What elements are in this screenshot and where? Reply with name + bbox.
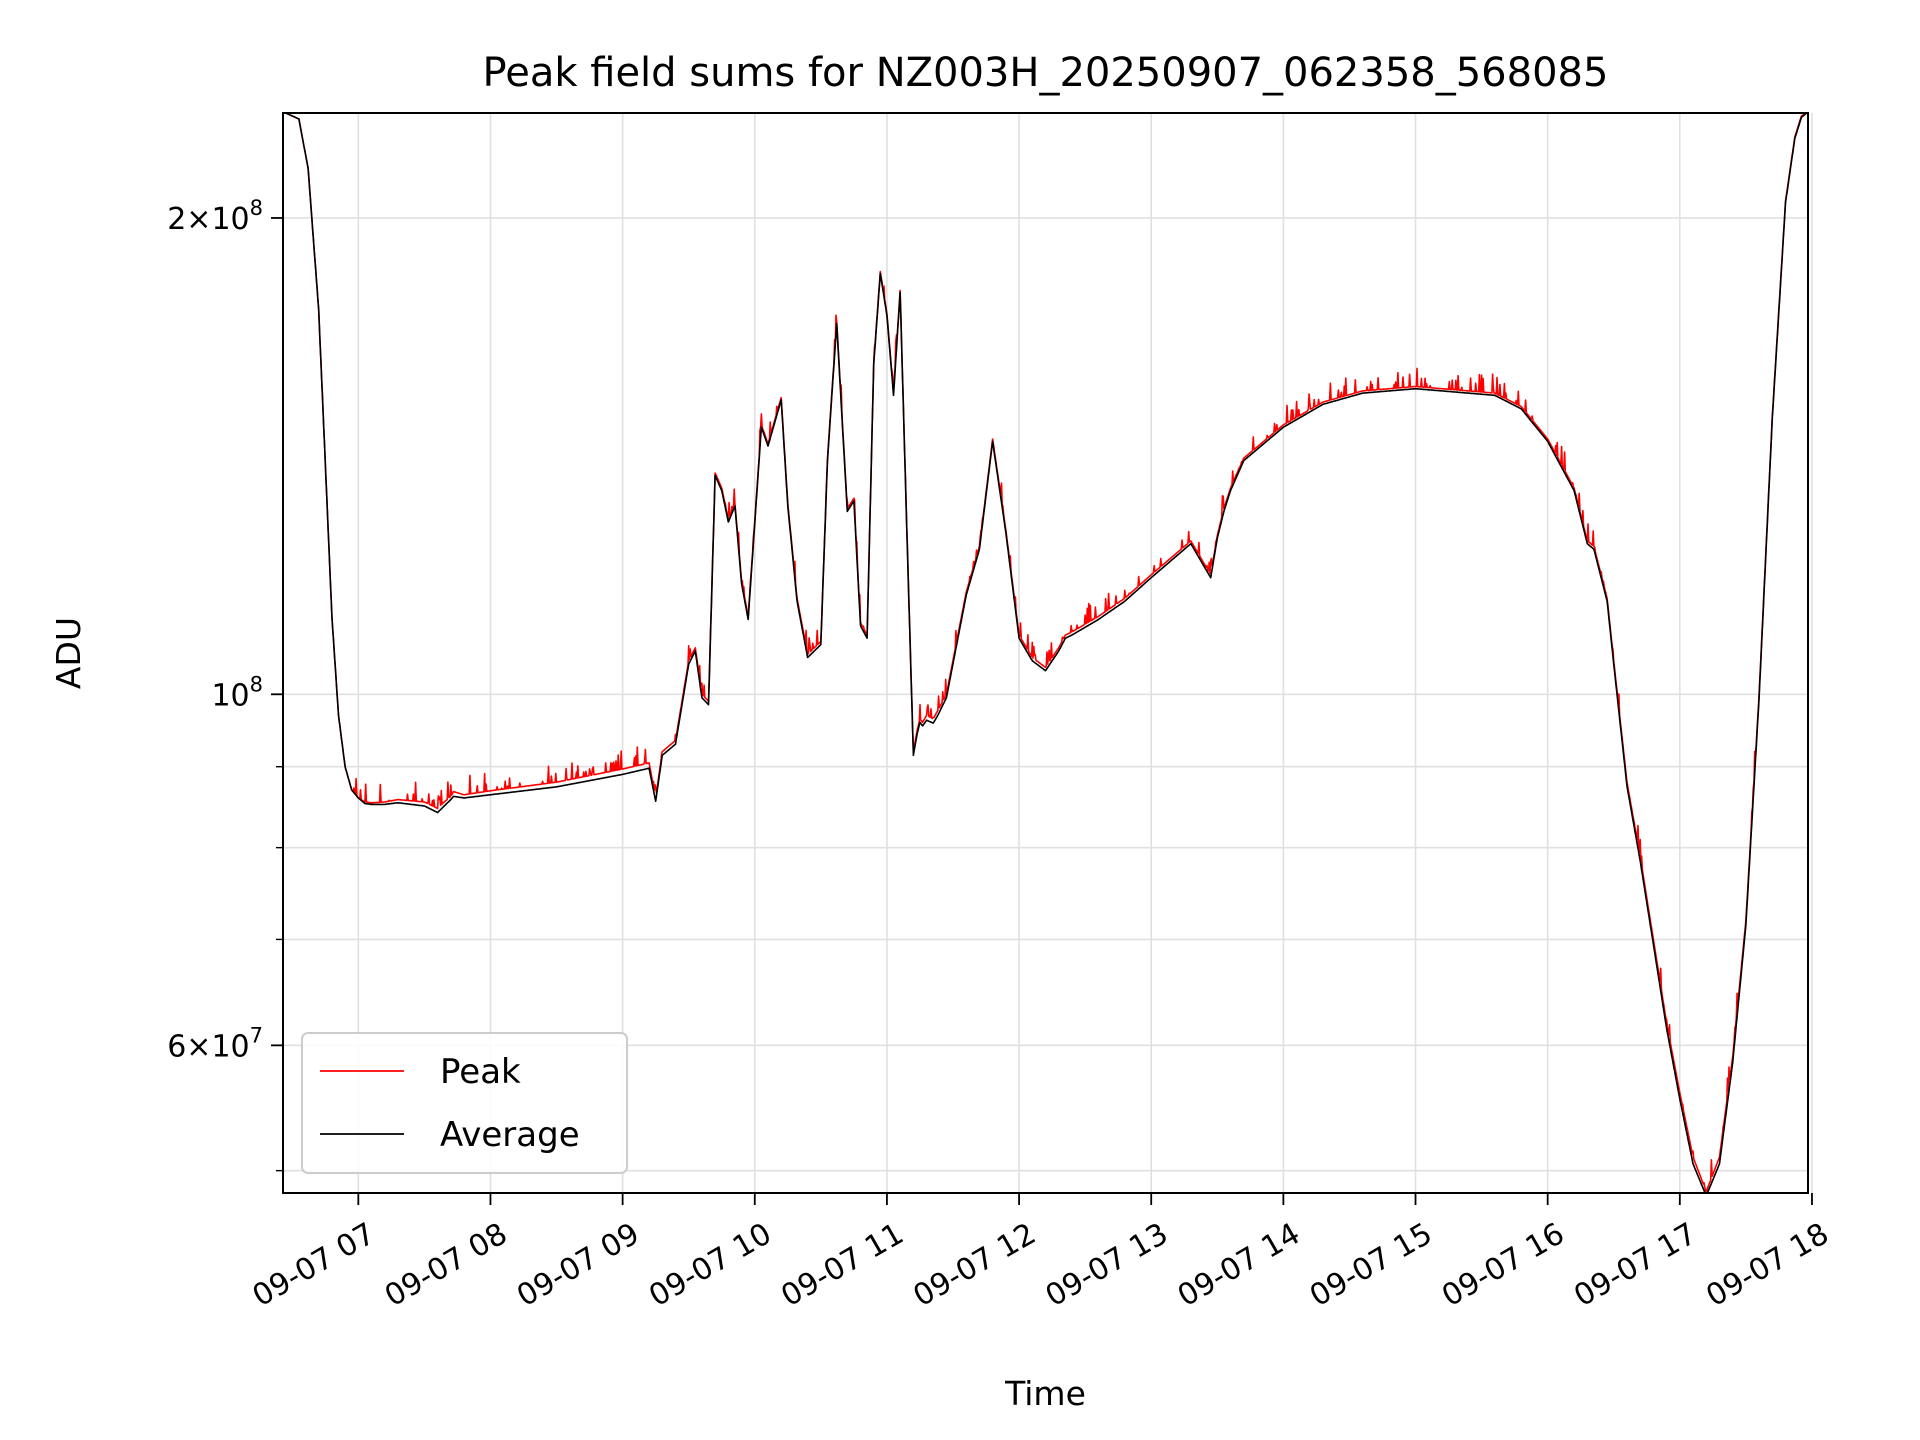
series-line-peak [285, 113, 1808, 1193]
y-tick-label-exponent: 8 [250, 196, 263, 220]
legend-label: Average [440, 1115, 580, 1155]
grid [283, 113, 1813, 1193]
y-tick-label-base: 6×10 [167, 1029, 249, 1064]
legend-box [301, 1032, 628, 1174]
series-line-average [285, 113, 1808, 1193]
legend: Peak Average [301, 1032, 628, 1174]
chart-title: Peak field sums for NZ003H_20250907_0623… [483, 50, 1609, 96]
y-tick-label: 2×108 [167, 196, 263, 237]
y-axis-label: ADU [49, 617, 88, 689]
y-tick-label-base: 10 [211, 678, 249, 713]
y-tick-label: 6×107 [167, 1023, 263, 1064]
y-tick-label-exponent: 7 [250, 1023, 263, 1047]
y-tick-label-base: 2×10 [167, 202, 249, 237]
y-tick-label-exponent: 8 [250, 672, 263, 696]
y-tick-label: 108 [211, 672, 263, 713]
plot-frame [282, 112, 1809, 1194]
legend-label: Peak [440, 1052, 521, 1092]
x-axis-label: Time [1004, 1374, 1086, 1413]
plot-series [285, 113, 1808, 1193]
